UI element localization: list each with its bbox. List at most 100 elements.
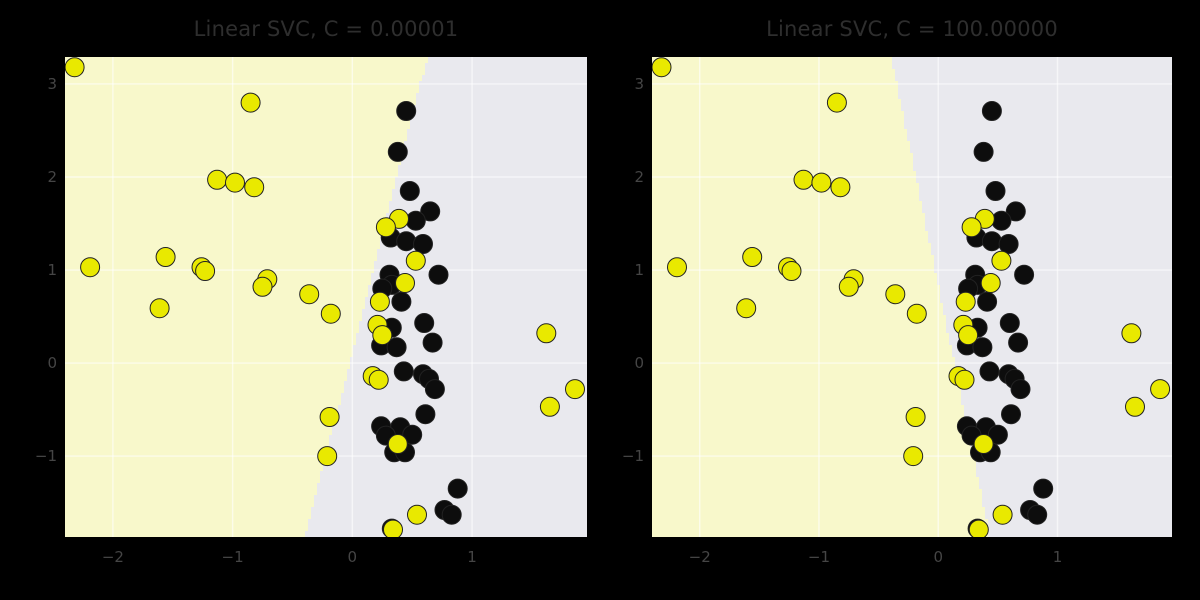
y-tick-label: 1 <box>47 261 57 280</box>
data-point-class0 <box>225 172 245 193</box>
data-point-class1 <box>396 231 417 252</box>
data-point-class0 <box>1121 323 1142 344</box>
data-point-class0 <box>830 177 851 198</box>
data-point-class0 <box>195 261 216 281</box>
data-point-class0 <box>320 303 341 324</box>
y-tick-label: 0 <box>634 354 644 373</box>
data-point-class1 <box>422 332 443 353</box>
data-point-class0 <box>991 250 1012 271</box>
data-point-class0 <box>736 298 757 319</box>
data-point-class1 <box>998 234 1019 254</box>
data-point-class1 <box>977 291 998 312</box>
data-point-class0 <box>395 273 415 293</box>
data-point-class0 <box>387 434 408 454</box>
data-point-class1 <box>420 201 441 222</box>
left-plot-title: Linear SVC, C = 0.00001 <box>193 17 459 41</box>
data-point-class0 <box>905 407 926 427</box>
data-point-class1 <box>399 181 420 201</box>
data-point-class1 <box>985 181 1006 201</box>
data-point-class0 <box>742 247 763 267</box>
data-point-class0 <box>368 369 389 390</box>
data-point-class1 <box>999 313 1020 333</box>
data-point-class0 <box>240 92 261 113</box>
data-point-class1 <box>991 210 1012 231</box>
data-point-class0 <box>958 325 979 346</box>
right-plot-area <box>652 57 1172 537</box>
data-point-class0 <box>383 519 403 537</box>
right-plot-title: Linear SVC, C = 100.00000 <box>766 17 1058 41</box>
data-point-class0 <box>565 379 585 400</box>
data-point-class1 <box>1008 332 1029 353</box>
x-tick-label: −1 <box>221 548 244 566</box>
data-point-class0 <box>65 57 85 78</box>
data-point-class1 <box>441 504 462 525</box>
data-point-class0 <box>149 298 170 319</box>
data-point-class1 <box>428 264 449 285</box>
y-tick-label: 2 <box>634 168 644 186</box>
data-point-class0 <box>536 323 557 344</box>
data-point-class1 <box>405 210 426 231</box>
data-point-class1 <box>391 291 412 312</box>
left-plot-area <box>65 57 587 537</box>
y-tick-label: −1 <box>621 447 644 466</box>
data-point-class1 <box>386 337 407 358</box>
data-point-class1 <box>987 424 1008 445</box>
data-point-class0 <box>252 276 273 297</box>
data-point-class0 <box>973 434 994 454</box>
data-point-class0 <box>826 92 847 113</box>
data-point-class0 <box>992 504 1013 525</box>
y-tick-label: 2 <box>47 168 57 186</box>
x-tick-label: −1 <box>807 548 831 566</box>
data-point-class1 <box>972 337 993 358</box>
data-point-class0 <box>244 177 265 198</box>
data-point-class0 <box>372 325 393 346</box>
data-point-class1 <box>387 141 408 162</box>
data-point-class0 <box>838 276 859 297</box>
data-point-class0 <box>811 172 832 193</box>
data-point-class0 <box>80 257 101 278</box>
data-point-class1 <box>981 101 1002 121</box>
data-point-class0 <box>980 273 1001 293</box>
x-tick-label: 1 <box>1052 548 1063 566</box>
data-point-class0 <box>667 257 687 278</box>
x-tick-label: 0 <box>347 548 358 566</box>
data-point-class0 <box>1125 396 1145 417</box>
y-tick-label: 3 <box>634 74 644 93</box>
data-point-class0 <box>299 284 320 305</box>
data-point-class1 <box>414 313 435 333</box>
data-point-class0 <box>405 250 426 271</box>
data-point-class1 <box>415 404 436 425</box>
data-point-class0 <box>903 446 924 467</box>
data-point-class1 <box>402 424 423 445</box>
data-point-class1 <box>973 141 994 162</box>
data-point-class0 <box>781 261 802 281</box>
data-point-class0 <box>961 217 982 238</box>
data-point-class1 <box>979 361 1000 382</box>
plot-canvas <box>652 57 1172 537</box>
data-point-class1 <box>1014 264 1035 285</box>
data-point-class0 <box>968 519 989 537</box>
data-point-class0 <box>1150 379 1171 400</box>
data-point-class0 <box>652 57 672 78</box>
data-point-class1 <box>1001 404 1021 425</box>
data-point-class1 <box>393 361 414 382</box>
data-point-class1 <box>981 231 1002 252</box>
data-point-class0 <box>885 284 906 305</box>
data-point-class0 <box>369 291 390 312</box>
y-tick-label: 0 <box>47 354 57 373</box>
y-tick-label: 1 <box>634 261 644 280</box>
data-point-class1 <box>396 101 417 121</box>
x-tick-label: −2 <box>688 548 711 566</box>
data-point-class0 <box>375 217 396 238</box>
data-point-class1 <box>424 379 445 400</box>
x-tick-label: 1 <box>467 548 477 566</box>
data-point-class0 <box>906 303 927 324</box>
y-tick-label: 3 <box>47 74 57 93</box>
data-point-class1 <box>1005 201 1026 222</box>
data-point-class1 <box>1027 504 1048 525</box>
data-point-class0 <box>954 369 975 390</box>
data-point-class0 <box>407 504 427 525</box>
data-point-class0 <box>955 291 976 312</box>
data-point-class0 <box>207 169 228 190</box>
